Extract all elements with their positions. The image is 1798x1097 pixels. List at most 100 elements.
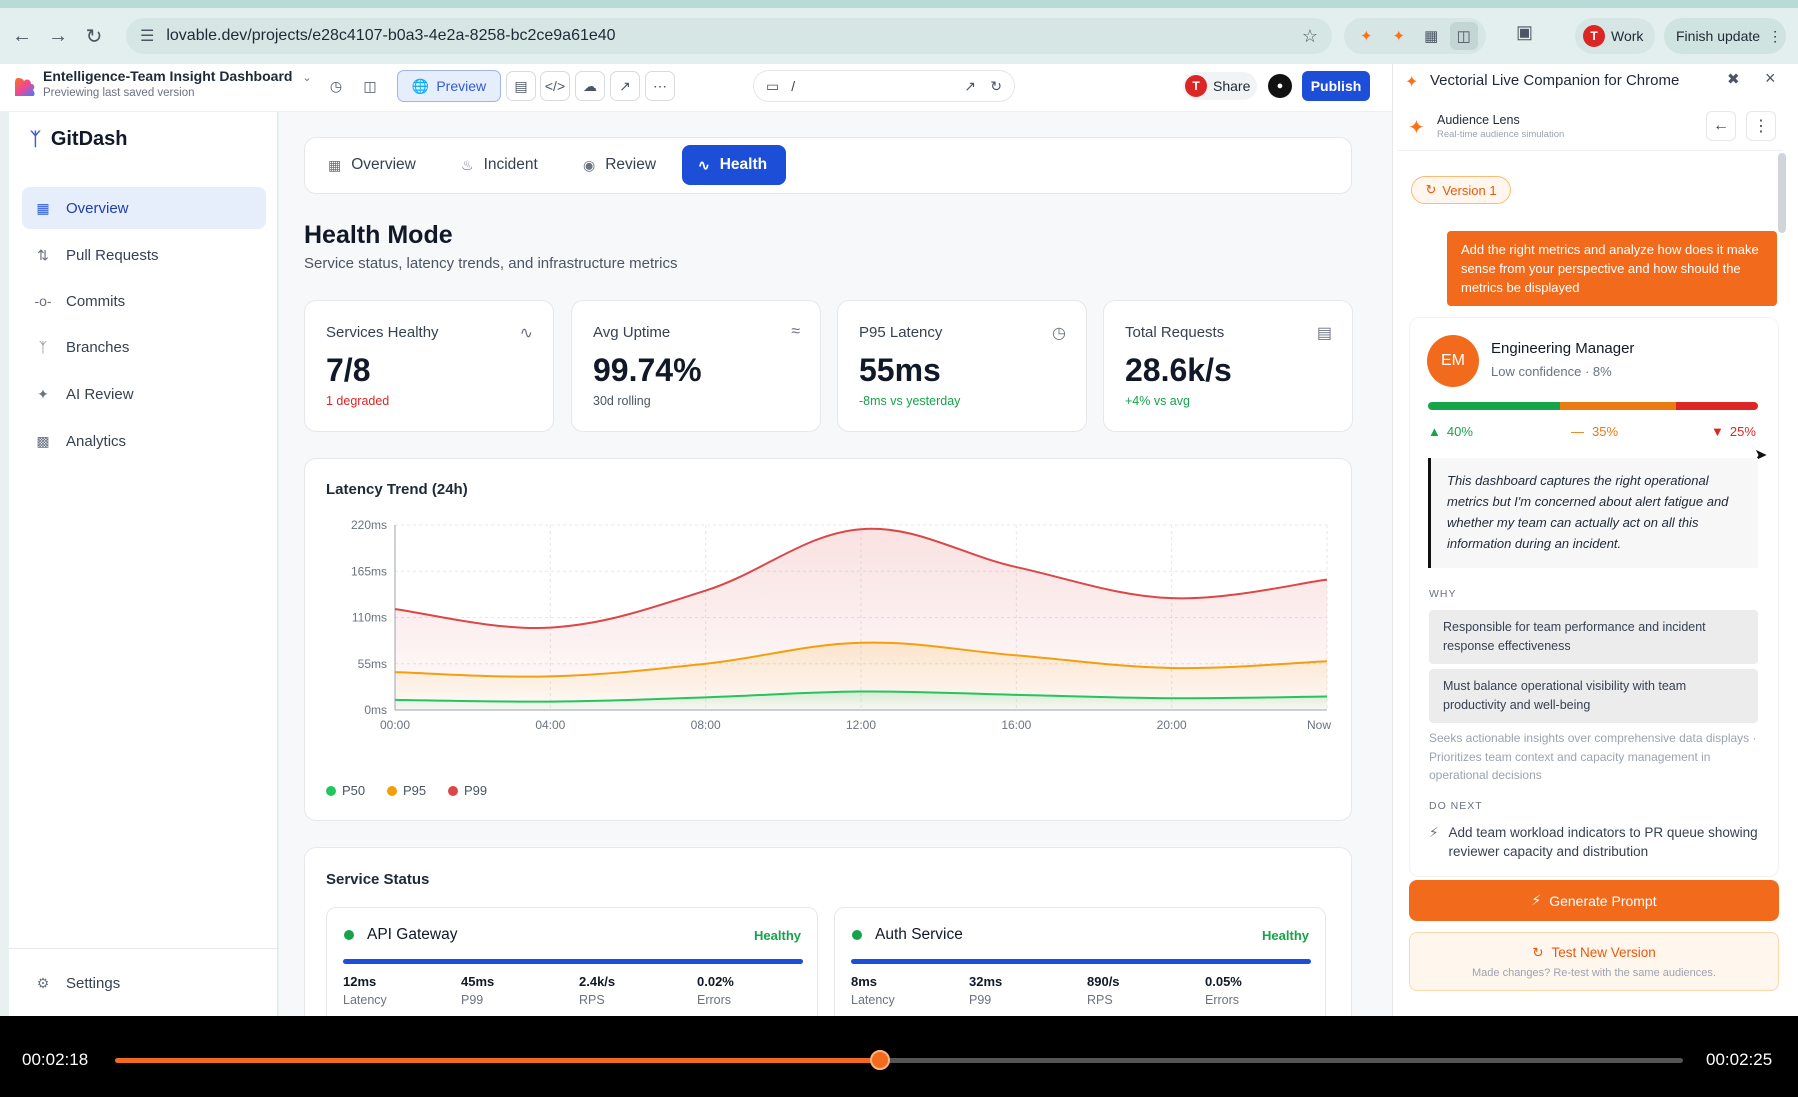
sidebar-item-ai-review[interactable]: ✦ AI Review <box>22 373 266 415</box>
clock-icon: ◷ <box>1052 325 1066 342</box>
share-button[interactable]: T Share <box>1183 72 1257 100</box>
audience-lens-logo-icon: ✦ <box>1408 117 1425 139</box>
stat-label: Services Healthy <box>326 324 439 341</box>
tab-incident[interactable]: ♨ Incident <box>451 145 548 185</box>
version-badge[interactable]: ↻ Version 1 <box>1411 176 1511 204</box>
vectorial-extension-alt-icon[interactable]: ✦ <box>1392 28 1406 45</box>
sidebar-toggle-icon[interactable]: ◫ <box>363 77 377 94</box>
refresh-icon[interactable]: ↻ <box>990 77 1002 94</box>
legend-p95[interactable]: P95 <box>387 783 426 798</box>
test-new-version-subtitle: Made changes? Re-test with the same audi… <box>1472 967 1716 979</box>
more-icon[interactable]: ⋯ <box>645 71 675 101</box>
sentiment-positive-segment <box>1428 402 1560 410</box>
x-tick-label: 04:00 <box>535 718 565 732</box>
reload-icon[interactable]: ↻ <box>85 25 103 48</box>
code-icon[interactable]: </> <box>540 71 570 101</box>
test-new-version-label: ↻ Test New Version <box>1409 945 1779 961</box>
legend-p50[interactable]: P50 <box>326 783 365 798</box>
metric-rps: 2.4k/s RPS <box>579 974 615 1007</box>
analytics-icon[interactable]: ↗ <box>610 71 640 101</box>
publish-button[interactable]: Publish <box>1302 71 1370 101</box>
service-health-bar <box>343 959 803 964</box>
test-new-version-button[interactable] <box>1409 932 1779 991</box>
project-title[interactable]: Entelligence-Team Insight Dashboard ⌄ <box>43 68 312 84</box>
history-icon[interactable]: ◷ <box>329 77 343 94</box>
series-line-p50 <box>394 690 1328 703</box>
sidebar-item-overview[interactable]: ▦ Overview <box>22 187 266 229</box>
status-badge: Healthy <box>1262 928 1309 943</box>
service-health-bar <box>851 959 1311 964</box>
kebab-menu-icon[interactable]: ⋮ <box>1746 111 1776 141</box>
thumbs-up-icon: ▲ <box>1428 424 1441 439</box>
service-card-auth-service[interactable]: Auth Service Healthy 8ms Latency 32ms P99 … <box>834 907 1326 1037</box>
video-seek-track[interactable] <box>115 1058 1683 1063</box>
tab-health[interactable]: ∿ Health <box>682 145 786 185</box>
sidebar-item-pull-requests[interactable]: ⇅ Pull Requests <box>22 234 266 276</box>
lovable-logo-icon[interactable] <box>14 76 36 98</box>
branch-logo-icon: ᛉ <box>30 129 41 149</box>
companion-title: Vectorial Live Companion for Chrome <box>1430 72 1680 89</box>
page-subtitle: Service status, latency trends, and infr… <box>304 255 678 272</box>
panel-scrollbar[interactable] <box>1778 153 1786 233</box>
tab-label: Health <box>719 156 768 173</box>
bookmark-star-icon[interactable]: ☆ <box>1301 26 1318 46</box>
metric-value: 890/s <box>1087 974 1120 989</box>
legend-label: P50 <box>342 783 366 798</box>
preview-button[interactable]: 🌐 Preview <box>397 70 501 102</box>
sidebar-item-settings[interactable]: ⚙ Settings <box>22 962 266 1004</box>
version-label: Version 1 <box>1442 182 1497 198</box>
address-bar[interactable]: ☰ lovable.dev/projects/e28c4107-b0a3-4e2… <box>126 18 1332 54</box>
brand[interactable]: ᛉ GitDash <box>30 128 128 151</box>
close-icon[interactable]: × <box>1765 68 1776 88</box>
video-seek-handle[interactable] <box>870 1050 891 1070</box>
profile-avatar: T <box>1583 25 1605 47</box>
profile-button[interactable]: T Work <box>1575 18 1655 54</box>
puzzle-icon[interactable]: ▦ <box>1424 28 1439 45</box>
metric-rps: 890/s RPS <box>1087 974 1120 1007</box>
legend-p99[interactable]: P99 <box>448 783 487 798</box>
metric-label: P99 <box>969 993 992 1007</box>
persona-confidence: Low confidence · 8% <box>1491 364 1612 379</box>
side-panel-icon[interactable]: ◫ <box>1449 22 1478 50</box>
sidebar-item-analytics[interactable]: ▩ Analytics <box>22 420 266 462</box>
thumbs-down-icon: ▼ <box>1711 424 1724 439</box>
finish-update-button[interactable]: Finish update ⋮ <box>1664 18 1786 54</box>
sidebar-item-label: AI Review <box>66 385 134 403</box>
metric-label: Latency <box>851 993 895 1007</box>
cloud-icon[interactable]: ☁ <box>575 71 605 101</box>
back-icon[interactable]: ← <box>12 24 32 47</box>
tab-label: Overview <box>351 156 416 173</box>
persona-avatar: EM <box>1427 335 1479 387</box>
generate-prompt-button[interactable]: ⚡︎ Generate Prompt <box>1409 880 1779 921</box>
sidebar-item-label: Branches <box>66 338 130 356</box>
tab-review[interactable]: ◉ Review <box>573 145 666 185</box>
github-icon[interactable]: ● <box>1268 74 1292 98</box>
forward-icon[interactable]: → <box>48 24 68 47</box>
metric-value: 45ms <box>461 974 495 989</box>
site-settings-icon[interactable]: ☰ <box>140 28 155 45</box>
unpin-icon[interactable]: ✖ <box>1727 71 1740 88</box>
persona-seeks-text: Seeks actionable insights over comprehen… <box>1429 731 1757 782</box>
sidebar-item-commits[interactable]: -o- Commits <box>22 280 266 322</box>
file-icon[interactable]: ▤ <box>506 71 536 101</box>
page-title: Health Mode <box>304 221 453 249</box>
vectorial-extension-icon[interactable]: ✦ <box>1359 28 1373 45</box>
y-tick-label: 220ms <box>351 518 387 532</box>
flame-icon: ♨ <box>461 156 474 173</box>
sentiment-value: 40% <box>1446 424 1473 439</box>
sidebar-item-branches[interactable]: ᛉ Branches <box>22 326 266 368</box>
tab-search-icon[interactable]: ▣ <box>1516 22 1534 42</box>
lightning-icon: ⚡︎ <box>1531 892 1542 908</box>
metric-latency: 8ms Latency <box>851 974 895 1007</box>
editor-toolbar <box>0 64 1392 112</box>
refresh-icon: ↻ <box>1532 945 1544 960</box>
route-path-bar[interactable]: ▭ / ↗ ↻ <box>753 70 1015 102</box>
open-external-icon[interactable]: ↗ <box>964 77 976 94</box>
why-heading: WHY <box>1429 588 1457 600</box>
status-dot <box>344 930 354 940</box>
back-arrow-icon[interactable]: ← <box>1706 111 1736 141</box>
status-badge: Healthy <box>754 928 801 943</box>
share-label: Share <box>1213 78 1251 94</box>
sidebar-item-label: Commits <box>66 292 126 310</box>
tab-overview[interactable]: ▦ Overview <box>318 145 426 185</box>
